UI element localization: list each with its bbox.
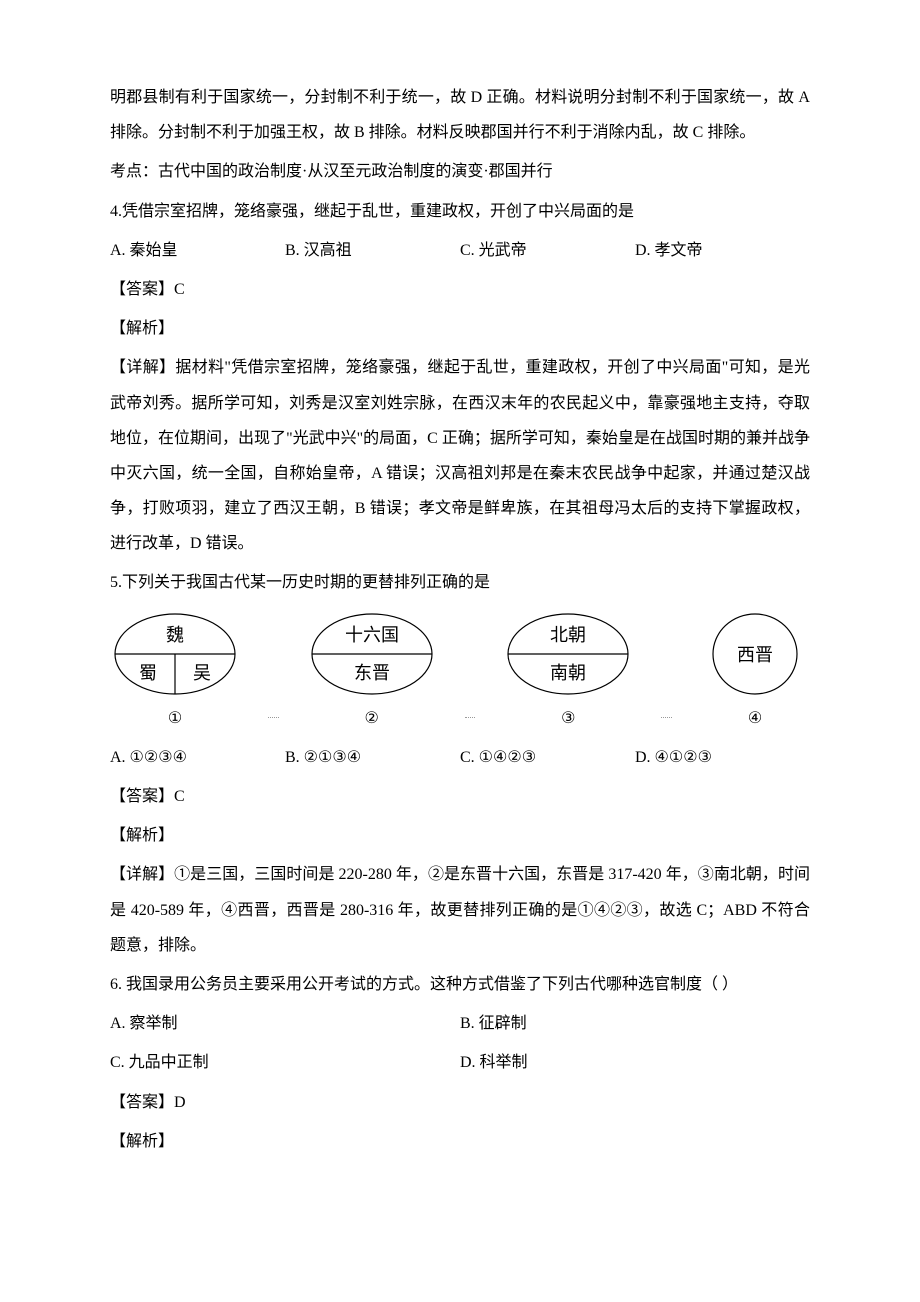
q6-option-b: B. 征辟制: [460, 1006, 810, 1041]
q4-detail: 【详解】据材料"凭借宗室招牌，笼络豪强，继起于乱世，重建政权，开创了中兴局面"可…: [110, 350, 810, 561]
q5-option-d: D. ④①②③: [635, 740, 810, 775]
q5-diagram-row: 魏 蜀 吴 ① 十六国 东晋 ② 北朝 南朝 ③ 西晋 ④: [110, 609, 810, 736]
d4-label: ④: [700, 701, 810, 736]
q6-options-row2: C. 九品中正制 D. 科举制: [110, 1045, 810, 1080]
q4-option-b: B. 汉高祖: [285, 233, 460, 268]
q5-option-c: C. ①④②③: [460, 740, 635, 775]
diagram-dotted-separator: [268, 717, 279, 718]
q6-option-a: A. 察举制: [110, 1006, 460, 1041]
q5-options: A. ①②③④ B. ②①③④ C. ①④②③ D. ④①②③: [110, 740, 810, 775]
intro-paragraph-2: 考点：古代中国的政治制度·从汉至元政治制度的演变·郡国并行: [110, 154, 810, 189]
q5-option-b: B. ②①③④: [285, 740, 460, 775]
d2-bottom-text: 东晋: [354, 663, 390, 683]
q5-option-a: A. ①②③④: [110, 740, 285, 775]
diagram-dotted-separator: [465, 717, 476, 718]
d3-label: ③: [503, 701, 633, 736]
q4-option-d: D. 孝文帝: [635, 233, 810, 268]
q6-analysis-label: 【解析】: [110, 1124, 810, 1159]
d4-single-text: 西晋: [737, 645, 773, 665]
q5-diagram-4: 西晋 ④: [700, 609, 810, 736]
d1-label: ①: [110, 701, 240, 736]
d2-label: ②: [307, 701, 437, 736]
diagram-dotted-separator: [661, 717, 672, 718]
intro-paragraph-1: 明郡县制有利于国家统一，分封制不利于统一，故 D 正确。材料说明分封制不利于国家…: [110, 80, 810, 150]
d2-top-text: 十六国: [345, 625, 399, 645]
q4-options: A. 秦始皇 B. 汉高祖 C. 光武帝 D. 孝文帝: [110, 233, 810, 268]
q6-option-c: C. 九品中正制: [110, 1045, 460, 1080]
q5-detail: 【详解】①是三国，三国时间是 220-280 年，②是东晋十六国，东晋是 317…: [110, 857, 810, 963]
q5-answer: 【答案】C: [110, 779, 810, 814]
d3-top-text: 北朝: [550, 625, 586, 645]
q4-option-a: A. 秦始皇: [110, 233, 285, 268]
q4-stem: 4.凭借宗室招牌，笼络豪强，继起于乱世，重建政权，开创了中兴局面的是: [110, 194, 810, 229]
ellipse-diagram-icon: 西晋: [700, 609, 810, 699]
q5-stem: 5.下列关于我国古代某一历史时期的更替排列正确的是: [110, 565, 810, 600]
ellipse-diagram-icon: 十六国 东晋: [307, 609, 437, 699]
d3-bottom-text: 南朝: [550, 663, 586, 683]
q6-option-d: D. 科举制: [460, 1045, 810, 1080]
q6-stem: 6. 我国录用公务员主要采用公开考试的方式。这种方式借鉴了下列古代哪种选官制度（…: [110, 967, 810, 1002]
d1-bottom-right-text: 吴: [193, 663, 211, 683]
q4-analysis-label: 【解析】: [110, 311, 810, 346]
ellipse-diagram-icon: 北朝 南朝: [503, 609, 633, 699]
q4-answer: 【答案】C: [110, 272, 810, 307]
q5-diagram-1: 魏 蜀 吴 ①: [110, 609, 240, 736]
q5-diagram-2: 十六国 东晋 ②: [307, 609, 437, 736]
q4-option-c: C. 光武帝: [460, 233, 635, 268]
ellipse-diagram-icon: 魏 蜀 吴: [110, 609, 240, 699]
q5-diagram-3: 北朝 南朝 ③: [503, 609, 633, 736]
q5-analysis-label: 【解析】: [110, 818, 810, 853]
d1-bottom-left-text: 蜀: [139, 663, 157, 683]
q6-options-row1: A. 察举制 B. 征辟制: [110, 1006, 810, 1041]
d1-top-text: 魏: [166, 625, 184, 645]
q6-answer: 【答案】D: [110, 1085, 810, 1120]
